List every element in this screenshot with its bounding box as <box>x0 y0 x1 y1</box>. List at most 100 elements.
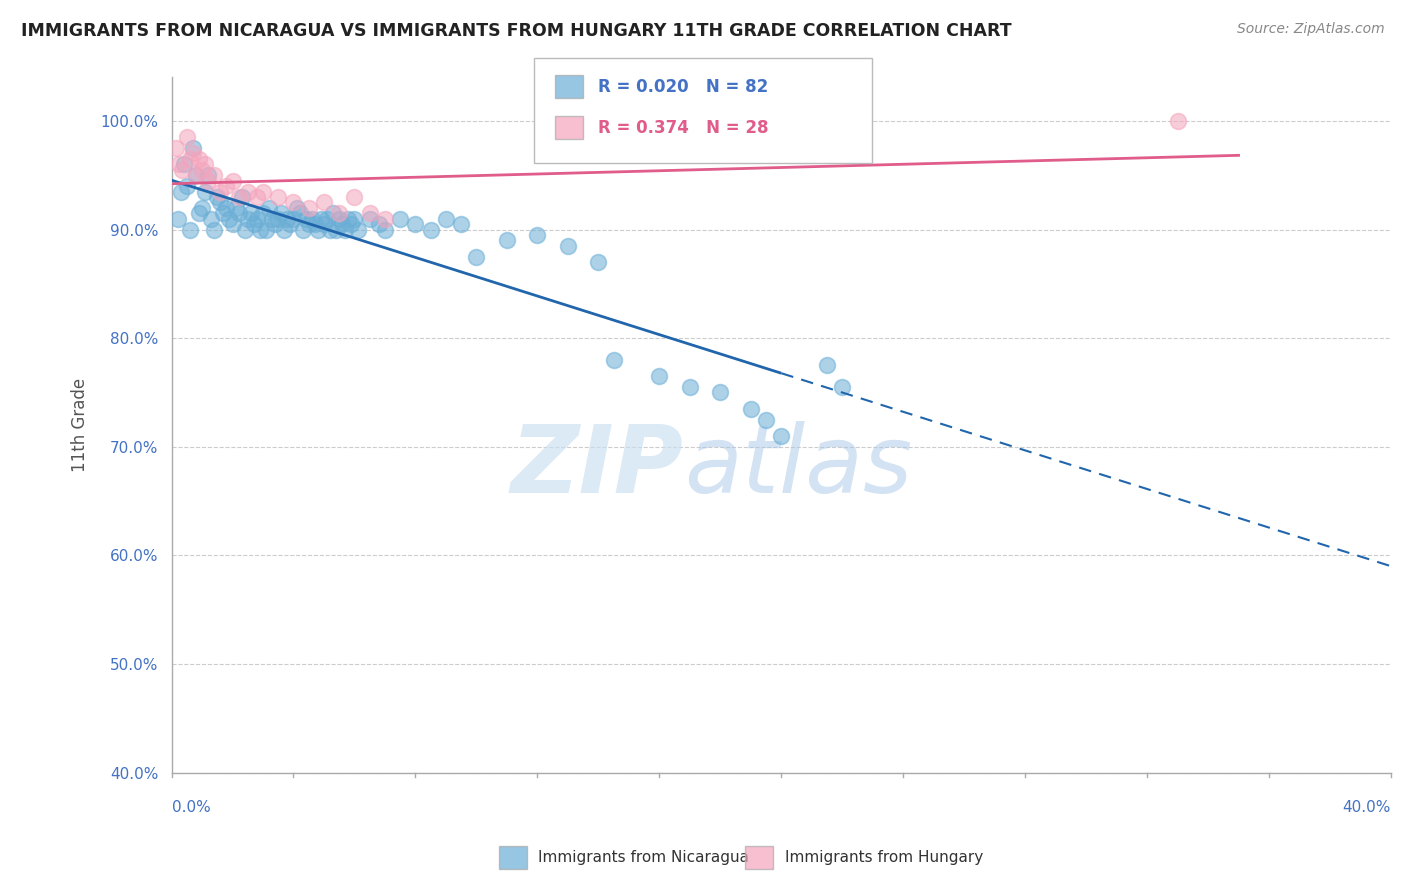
Point <box>270 206 292 220</box>
Y-axis label: 11th Grade: 11th Grade <box>72 378 89 472</box>
Point <box>165 141 187 155</box>
Text: 40.0%: 40.0% <box>1343 800 1391 815</box>
Point <box>389 211 412 226</box>
Point <box>328 206 350 220</box>
Point <box>679 380 702 394</box>
Point <box>602 352 624 367</box>
Text: R = 0.374   N = 28: R = 0.374 N = 28 <box>598 119 768 136</box>
Point <box>304 217 326 231</box>
Point <box>496 234 519 248</box>
Point <box>740 401 762 416</box>
Point <box>450 217 472 231</box>
Point <box>179 222 201 236</box>
Point <box>172 162 194 177</box>
Point <box>236 211 259 226</box>
Point <box>709 385 731 400</box>
Point <box>218 211 240 226</box>
Point <box>252 185 274 199</box>
Point <box>197 174 219 188</box>
Point <box>188 152 211 166</box>
Point <box>434 211 457 226</box>
Point <box>212 206 235 220</box>
Point <box>197 168 219 182</box>
Point <box>283 195 305 210</box>
Text: Source: ZipAtlas.com: Source: ZipAtlas.com <box>1237 22 1385 37</box>
Point <box>312 195 335 210</box>
Point <box>294 211 316 226</box>
Point <box>228 206 250 220</box>
Point <box>588 255 610 269</box>
Point <box>359 206 381 220</box>
Point <box>831 380 853 394</box>
Point <box>301 211 323 226</box>
Point <box>209 185 232 199</box>
Point <box>283 211 305 226</box>
Point <box>316 211 339 226</box>
Point <box>1167 114 1189 128</box>
Point <box>243 217 266 231</box>
Point <box>252 206 274 220</box>
Point <box>246 190 269 204</box>
Point <box>173 157 195 171</box>
Point <box>170 185 193 199</box>
Point <box>285 201 308 215</box>
Point <box>280 217 302 231</box>
Point <box>194 157 217 171</box>
Point <box>343 211 366 226</box>
Text: ZIP: ZIP <box>510 421 683 513</box>
Point <box>239 206 262 220</box>
Point <box>176 179 198 194</box>
Point <box>419 222 441 236</box>
Point <box>307 222 329 236</box>
Point <box>359 211 381 226</box>
Point <box>374 211 396 226</box>
Point <box>188 206 211 220</box>
Point <box>191 201 214 215</box>
Point <box>309 211 332 226</box>
Point <box>337 211 360 226</box>
Text: R = 0.020   N = 82: R = 0.020 N = 82 <box>598 78 768 95</box>
Point <box>328 211 350 226</box>
Point <box>312 217 335 231</box>
Point <box>330 217 353 231</box>
Point <box>465 250 488 264</box>
Point <box>184 168 207 182</box>
Text: atlas: atlas <box>683 421 912 512</box>
Point <box>176 130 198 145</box>
Point <box>225 201 247 215</box>
Point <box>236 185 259 199</box>
Point <box>374 222 396 236</box>
Point <box>207 190 229 204</box>
Point <box>367 217 389 231</box>
Point <box>298 217 321 231</box>
Text: Immigrants from Nicaragua: Immigrants from Nicaragua <box>538 850 749 864</box>
Point <box>233 222 256 236</box>
Point <box>249 222 271 236</box>
Point <box>322 206 344 220</box>
Point <box>770 429 793 443</box>
Text: IMMIGRANTS FROM NICARAGUA VS IMMIGRANTS FROM HUNGARY 11TH GRADE CORRELATION CHAR: IMMIGRANTS FROM NICARAGUA VS IMMIGRANTS … <box>21 22 1012 40</box>
Point <box>167 157 190 171</box>
Point <box>221 174 243 188</box>
Point <box>267 190 290 204</box>
Point <box>231 190 253 204</box>
Point <box>404 217 426 231</box>
Point <box>648 369 671 384</box>
Point <box>276 211 298 226</box>
Text: 0.0%: 0.0% <box>172 800 211 815</box>
Point <box>257 201 280 215</box>
Point <box>209 195 232 210</box>
Point <box>254 222 277 236</box>
Point <box>202 168 225 182</box>
Point <box>815 359 838 373</box>
Point <box>166 211 188 226</box>
Point <box>181 141 204 155</box>
Point <box>273 222 295 236</box>
Point <box>557 239 579 253</box>
Point <box>526 227 548 242</box>
Point <box>200 211 222 226</box>
Point <box>325 222 347 236</box>
Point <box>179 152 201 166</box>
Text: Immigrants from Hungary: Immigrants from Hungary <box>785 850 983 864</box>
Point <box>215 201 238 215</box>
